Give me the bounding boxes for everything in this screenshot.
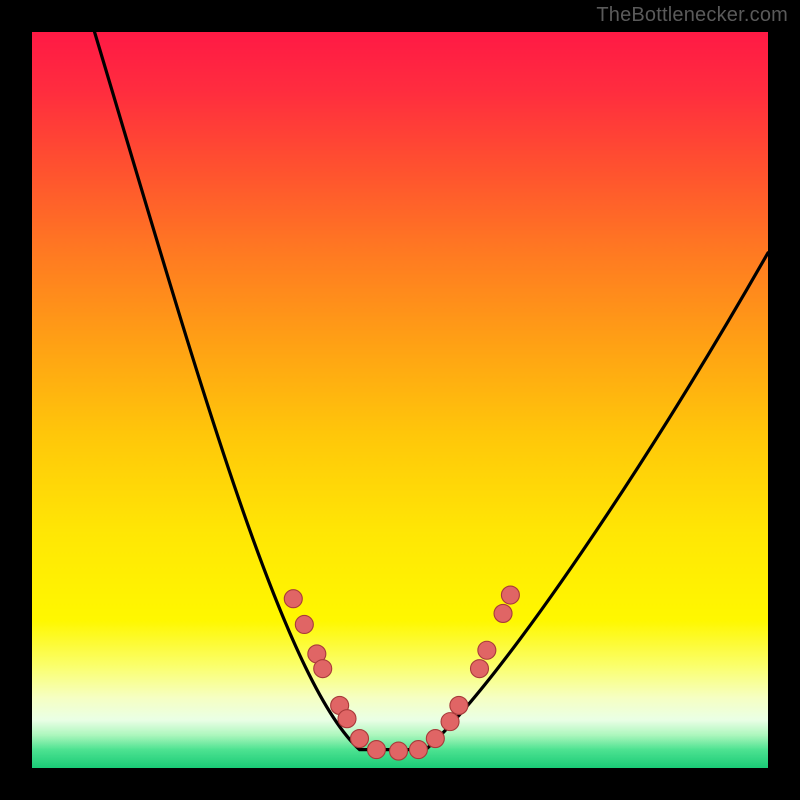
data-marker <box>367 741 385 759</box>
data-marker <box>470 660 488 678</box>
data-marker <box>284 590 302 608</box>
data-marker <box>478 641 496 659</box>
chart-root: TheBottlenecker.com <box>0 0 800 800</box>
watermark-label: TheBottlenecker.com <box>596 4 788 27</box>
data-marker <box>450 696 468 714</box>
data-marker <box>494 604 512 622</box>
data-marker <box>441 713 459 731</box>
data-marker <box>426 730 444 748</box>
plot-area <box>32 32 768 768</box>
data-marker <box>390 742 408 760</box>
data-marker <box>501 586 519 604</box>
bottleneck-curve <box>95 32 768 750</box>
data-marker <box>409 741 427 759</box>
data-marker <box>295 615 313 633</box>
curve-layer <box>32 32 768 768</box>
data-marker <box>338 710 356 728</box>
data-marker <box>351 730 369 748</box>
data-marker <box>314 660 332 678</box>
